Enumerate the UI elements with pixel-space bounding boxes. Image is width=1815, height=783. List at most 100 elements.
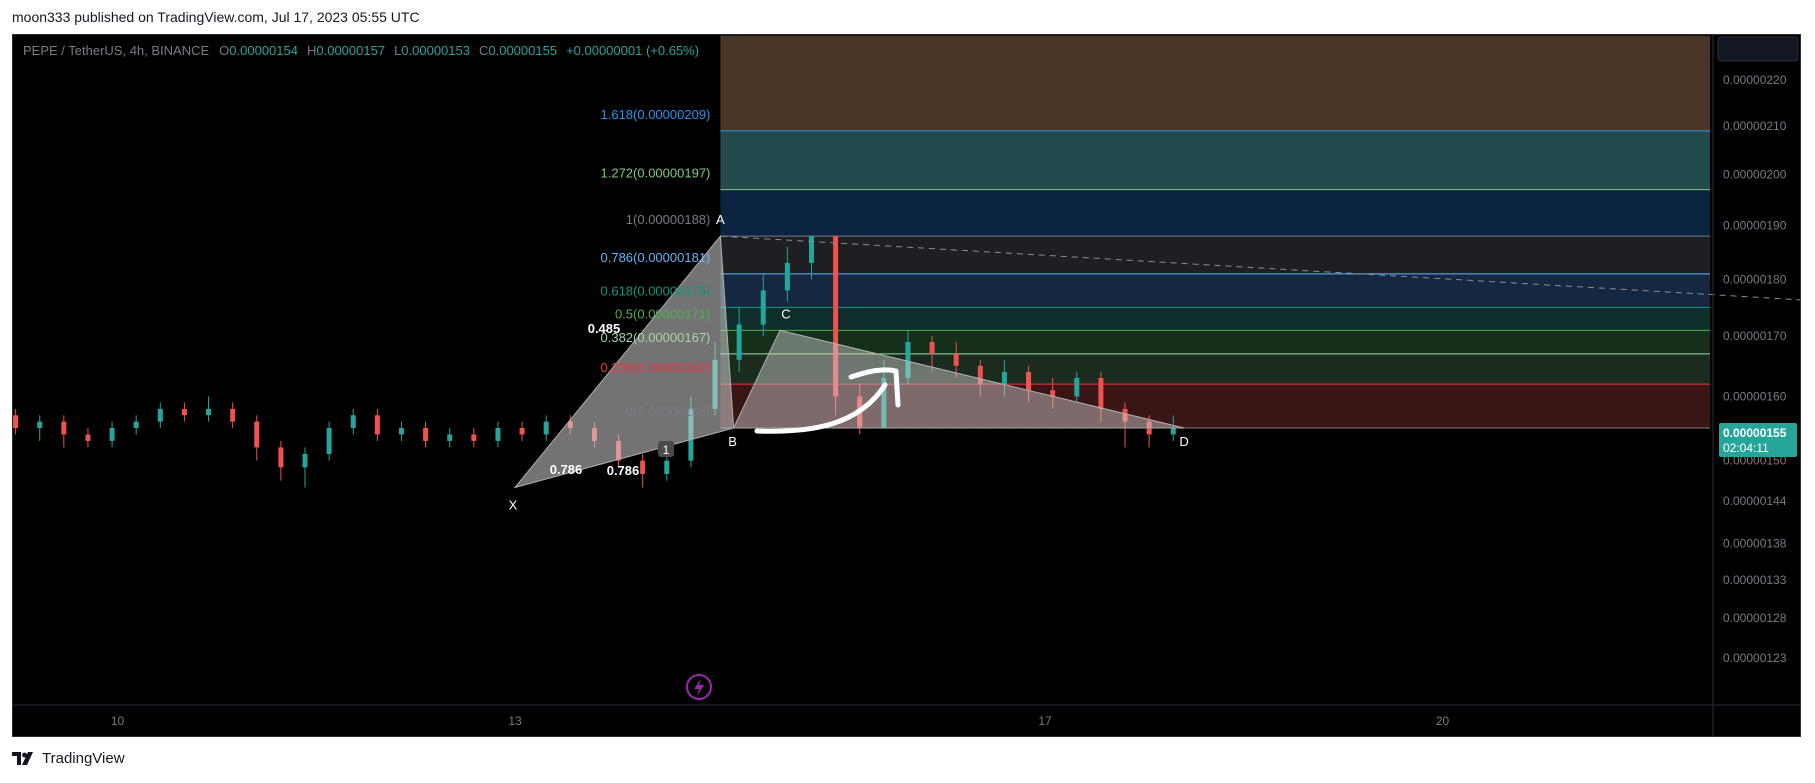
candle-body: [808, 236, 814, 263]
candle: [133, 415, 139, 435]
price-tag-box: [1719, 423, 1797, 457]
candle-body: [350, 415, 356, 428]
candle: [230, 402, 236, 428]
candle: [471, 428, 477, 448]
candle: [736, 307, 742, 372]
candle-body: [447, 434, 453, 441]
candle: [326, 421, 332, 461]
candle-body: [254, 421, 260, 448]
candle-body: [495, 428, 501, 441]
brand-name: TradingView: [42, 750, 125, 767]
candle-body: [85, 434, 91, 441]
candle: [519, 421, 525, 441]
candle: [37, 415, 43, 441]
axes: 0.00000220 0.00000210 0.00000200 0.00000190…: [13, 35, 1800, 736]
price-tick-label: 0.00000170: [1723, 329, 1787, 343]
candle: [1026, 365, 1032, 403]
legend-change: +0.00000001 (+0.65%): [566, 43, 699, 58]
candle: [13, 408, 19, 435]
candle-body: [326, 428, 332, 454]
candle-body: [109, 428, 115, 441]
pattern-ratio-1: 0.485: [588, 321, 621, 336]
legend-open-value: 0.00000154: [229, 43, 298, 58]
candle-body: [133, 421, 139, 428]
candle-body: [13, 415, 19, 428]
time-tick-label: 20: [1436, 714, 1450, 728]
legend-low-value: 0.00000153: [401, 43, 470, 58]
last-price-tag: 0.00000155 02:04:11: [1719, 423, 1797, 457]
candle-body: [881, 377, 887, 428]
candle: [350, 408, 356, 435]
candle-body: [37, 421, 43, 428]
pattern-triangle-xab: [513, 234, 735, 489]
price-tick-label: 0.00000200: [1723, 168, 1787, 182]
forecast-arrow[interactable]: [754, 367, 901, 434]
time-tick-label: 13: [508, 714, 522, 728]
pattern-point-B: B: [728, 434, 737, 449]
price-tick-label: 0.00000150: [1723, 454, 1787, 468]
top-right-control[interactable]: [1717, 36, 1799, 62]
pattern-marker-label: 1: [663, 443, 670, 457]
price-tick-label: 0.00000123: [1723, 651, 1787, 665]
candle: [953, 342, 959, 378]
price-tick-label: 0.00000144: [1723, 494, 1787, 508]
fib-label-0.618: 0.618(0.00000175): [601, 283, 711, 298]
legend-high-value: 0.00000157: [316, 43, 385, 58]
candle: [278, 440, 284, 481]
candle-body: [1050, 390, 1056, 397]
legend-open-label: O: [219, 43, 229, 58]
candle-body: [736, 324, 742, 360]
price-tag-countdown: 02:04:11: [1723, 441, 1769, 455]
candle-body: [278, 447, 284, 468]
candle: [1001, 359, 1007, 397]
price-tick-label: 0.00000128: [1723, 611, 1787, 625]
candle: [977, 359, 983, 397]
candle: [543, 415, 549, 441]
candle: [109, 421, 115, 448]
candle: [447, 428, 453, 448]
fib-label-0: 0(0.00000155): [626, 404, 711, 419]
trend-line[interactable]: [720, 235, 1801, 428]
candle-body: [1074, 377, 1080, 397]
candle-body: [543, 421, 549, 435]
candle: [640, 453, 646, 488]
chart-panel[interactable]: X A B C D 0.786 0.485 0.786 1 1.618(0.00000209) 1…: [12, 34, 1801, 737]
price-tick-label: 0.00000160: [1723, 389, 1787, 403]
fib-label-0.236: 0.236(0.00000162): [601, 360, 711, 375]
svg-text:H0.00000157: H0.00000157: [307, 43, 385, 58]
candle-body: [833, 236, 839, 397]
candle: [664, 453, 670, 481]
price-tick-label: 0.00000210: [1723, 119, 1787, 133]
pattern-point-X: X: [509, 497, 518, 512]
candle: [398, 421, 404, 441]
candle-body: [519, 428, 525, 435]
candle-body: [760, 290, 766, 325]
fib-label-0.382: 0.382(0.00000167): [601, 330, 711, 345]
legend-low-label: L: [394, 43, 401, 58]
candle-body: [1170, 428, 1176, 435]
candle-body: [302, 453, 308, 468]
candle: [302, 447, 308, 488]
candle: [929, 336, 935, 372]
harmonic-pattern[interactable]: X A B C D 0.786 0.485 0.786 1: [509, 212, 1189, 512]
pattern-ratio-0: 0.786: [550, 462, 583, 477]
candle: [1122, 402, 1128, 448]
svg-text:O0.00000154: O0.00000154: [219, 43, 298, 58]
candle-body: [398, 428, 404, 435]
brand-footer[interactable]: TradingView: [12, 750, 125, 767]
svg-text:C0.00000155: C0.00000155: [479, 43, 557, 58]
svg-text:L0.00000153: L0.00000153: [394, 43, 470, 58]
candle-body: [1001, 371, 1007, 385]
lightning-icon[interactable]: [686, 674, 712, 700]
candle-body: [423, 428, 429, 441]
legend-symbol: PEPE / TetherUS, 4h, BINANCE: [23, 43, 209, 58]
candle: [784, 246, 790, 302]
fib-label-0.5: 0.5(0.00000171): [615, 306, 710, 321]
candle: [254, 415, 260, 461]
pattern-point-A: A: [716, 212, 725, 227]
candle-body: [1098, 377, 1104, 409]
price-tag-value: 0.00000155: [1723, 426, 1787, 440]
candle: [374, 408, 380, 441]
pattern-ratio-2: 0.786: [607, 463, 640, 478]
